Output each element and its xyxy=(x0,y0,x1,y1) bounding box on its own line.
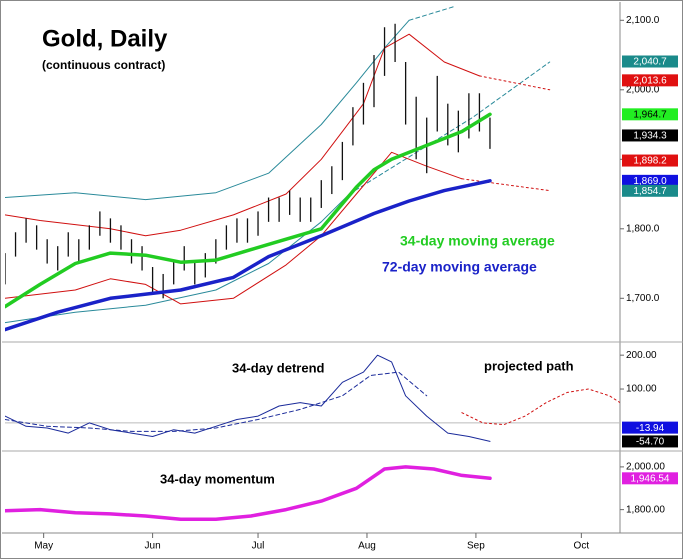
annotation: projected path xyxy=(484,358,574,373)
y-tick-label: 1,800.0 xyxy=(626,223,660,234)
value-tag-label: 1,934.3 xyxy=(633,131,667,142)
x-tick-label: May xyxy=(34,541,53,552)
annotation: 34-day momentum xyxy=(160,471,275,486)
series-line xyxy=(5,179,492,332)
value-tag-label: -54.70 xyxy=(636,437,665,448)
series-line xyxy=(5,151,463,305)
x-tick-label: Jul xyxy=(252,541,265,552)
plot-area xyxy=(5,354,620,442)
value-tag-label: 2,013.6 xyxy=(633,75,667,86)
plot-area xyxy=(5,5,551,332)
y-tick-label: 1,700.0 xyxy=(626,293,660,304)
annotation: 34-day detrend xyxy=(232,360,325,375)
y-tick-label: 1,800.00 xyxy=(626,504,665,515)
y-tick-label: 200.00 xyxy=(626,350,657,361)
annotation: 34-day moving average xyxy=(400,233,555,249)
series-line xyxy=(461,178,551,192)
value-tag-label: 1,854.7 xyxy=(633,186,667,197)
y-tick-label: 2,000.0 xyxy=(626,84,660,95)
value-tag xyxy=(622,129,678,142)
x-tick-label: Sep xyxy=(467,541,485,552)
value-tag xyxy=(622,74,678,87)
series-line xyxy=(461,388,620,426)
series-line xyxy=(5,465,492,521)
series-line xyxy=(5,193,350,324)
value-tag-label: 2,040.7 xyxy=(633,57,667,68)
y-tick-label: 2,100.0 xyxy=(626,15,660,26)
series-line xyxy=(5,371,428,432)
value-tag xyxy=(622,108,678,121)
value-tag xyxy=(622,184,678,197)
value-tag-label: 1,898.2 xyxy=(633,156,667,167)
x-tick-label: Jun xyxy=(145,541,161,552)
value-tag-label: -13.94 xyxy=(636,423,665,434)
series-line xyxy=(5,354,491,442)
value-tag xyxy=(622,435,678,448)
value-tag xyxy=(622,174,678,187)
value-tag xyxy=(622,55,678,68)
series-line xyxy=(5,19,410,201)
chart-title: Gold, Daily xyxy=(42,25,168,52)
value-tag xyxy=(622,472,678,485)
value-tag-label: 1,869.0 xyxy=(633,176,667,187)
y-tick-label: 100.00 xyxy=(626,384,657,395)
value-tag-label: 1,946.54 xyxy=(631,473,670,484)
value-tag-label: 1,964.7 xyxy=(633,109,667,120)
chart-subtitle: (continuous contract) xyxy=(42,58,165,72)
x-tick-label: Aug xyxy=(358,541,376,552)
annotation: 72-day moving average xyxy=(382,259,537,275)
series-line xyxy=(408,5,456,21)
y-tick-label: 2,000.00 xyxy=(626,462,665,473)
plot-area xyxy=(5,465,492,521)
value-tag xyxy=(622,421,678,434)
value-tag xyxy=(622,154,678,167)
series-line xyxy=(478,75,551,91)
series-line xyxy=(5,112,492,309)
x-tick-label: Oct xyxy=(574,541,590,552)
